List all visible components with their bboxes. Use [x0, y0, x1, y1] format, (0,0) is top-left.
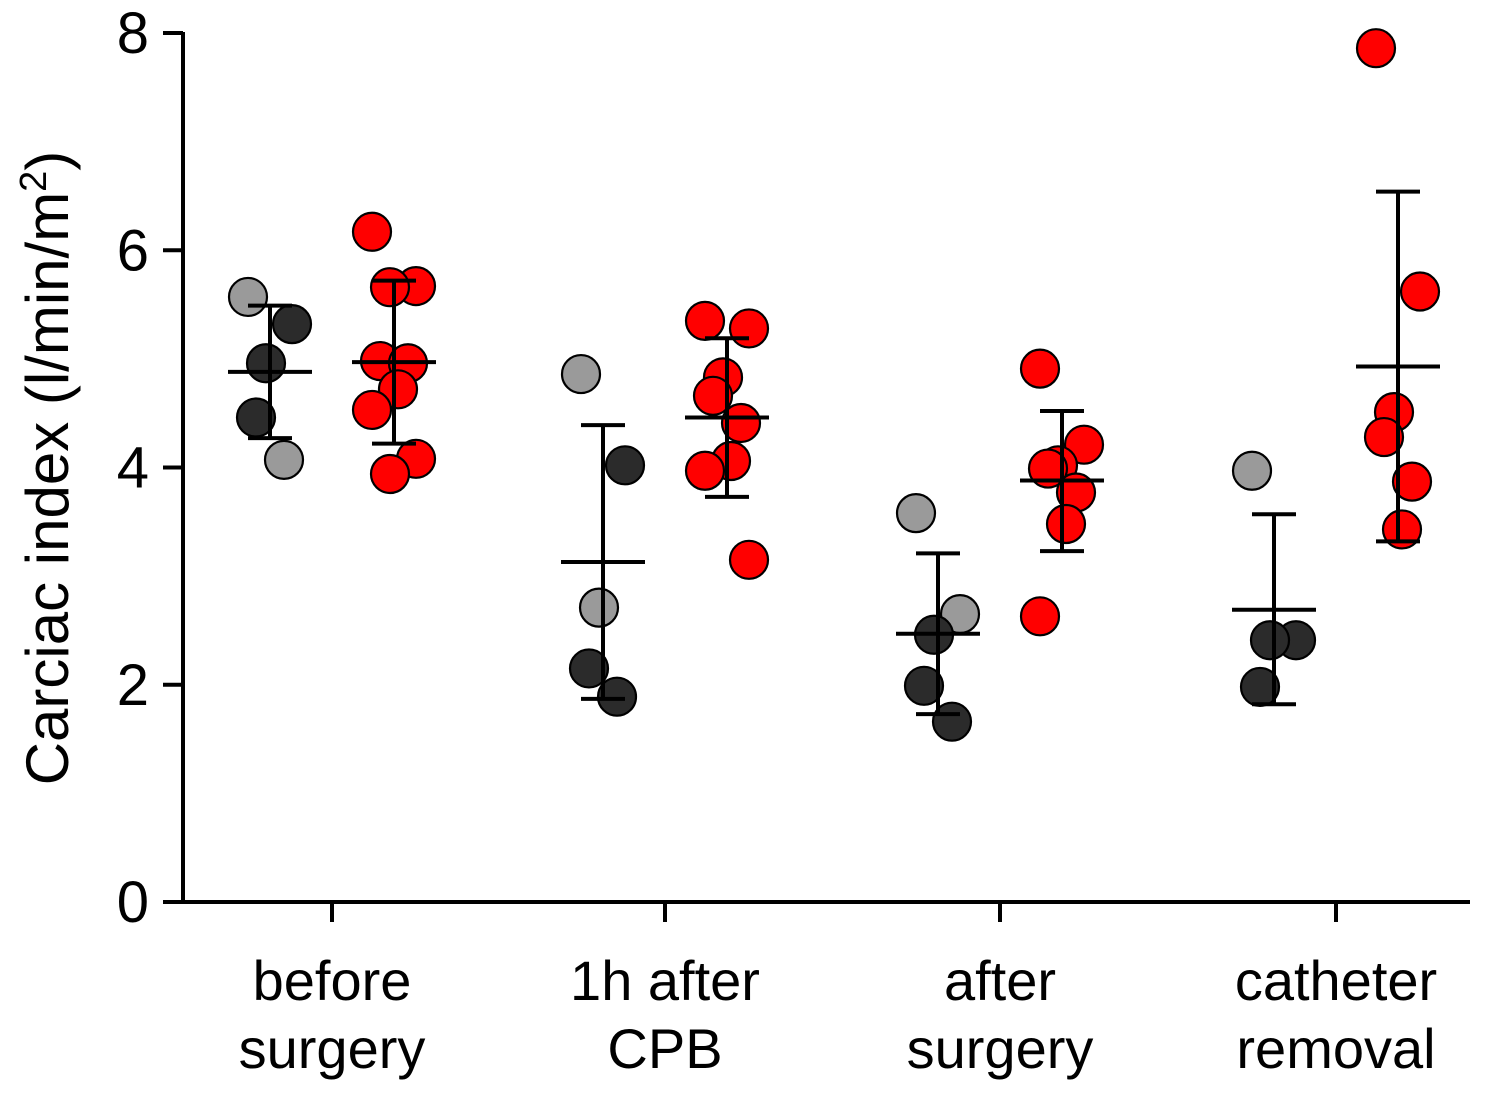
black-data-point [895, 493, 937, 534]
red-data-point [684, 450, 726, 491]
x-tick-label: 1h after CPB [570, 949, 760, 1080]
y-axis-title-text: Carciac index (l/min/m [14, 192, 81, 785]
black-group [560, 353, 646, 717]
x-tick-label-line1: 1h after [570, 949, 760, 1012]
black-data-point [1231, 450, 1273, 491]
chart-marks [227, 28, 1441, 742]
x-tick-label-line2: surgery [239, 1017, 426, 1080]
black-data-point [903, 665, 945, 706]
y-axis-title-close: ) [14, 151, 81, 171]
red-data-point [1019, 348, 1061, 389]
y-axis-title: Carciac index (l/min/m2) [13, 151, 81, 786]
black-data-point [271, 304, 313, 345]
red-data-point [1019, 596, 1061, 637]
x-tick-label-line2: removal [1236, 1017, 1435, 1080]
red-data-point [1399, 271, 1441, 312]
black-group [1231, 450, 1317, 708]
y-axis-title-superscript: 2 [13, 171, 55, 192]
black-data-point [245, 343, 287, 384]
x-tick-label-line1: before [253, 949, 412, 1012]
x-tick-label-line2: surgery [907, 1017, 1094, 1080]
y-tick-label: 4 [117, 436, 149, 501]
red-group [351, 211, 437, 495]
black-data-point [568, 648, 610, 689]
black-data-point [1249, 620, 1291, 661]
black-data-point [263, 439, 305, 480]
red-group [1019, 348, 1105, 637]
black-data-point [596, 676, 638, 717]
x-tick-label: catheter removal [1235, 949, 1437, 1080]
red-data-point [1363, 416, 1405, 458]
black-data-point [227, 276, 269, 318]
x-tick-label-line1: after [944, 949, 1056, 1012]
red-data-point [351, 389, 393, 431]
red-data-point [1027, 448, 1069, 489]
black-group [227, 276, 313, 480]
black-data-point [604, 445, 646, 486]
red-data-point [1045, 503, 1087, 545]
red-data-point [351, 211, 393, 252]
red-data-point [720, 402, 762, 444]
red-data-point [684, 300, 726, 341]
x-tick-label-line1: catheter [1235, 949, 1437, 1012]
red-group [1355, 28, 1441, 550]
red-data-point [692, 375, 734, 416]
red-data-point [369, 453, 411, 495]
red-data-point [1355, 28, 1397, 69]
x-tick-label: before surgery [239, 949, 426, 1080]
red-data-point [369, 267, 411, 308]
black-data-point [560, 353, 602, 395]
red-group [684, 300, 770, 580]
red-data-point [728, 539, 770, 580]
black-data-point [578, 587, 620, 628]
black-group [895, 493, 981, 742]
y-tick-label: 2 [117, 653, 149, 718]
y-tick-label: 8 [117, 1, 149, 66]
y-tick-label: 6 [117, 218, 149, 283]
red-data-point [1381, 509, 1423, 550]
red-data-point [1391, 461, 1433, 502]
x-tick-label: after surgery [907, 949, 1094, 1080]
red-data-point [728, 308, 770, 349]
x-tick-label-line2: CPB [607, 1017, 722, 1080]
y-tick-label: 0 [117, 870, 149, 935]
